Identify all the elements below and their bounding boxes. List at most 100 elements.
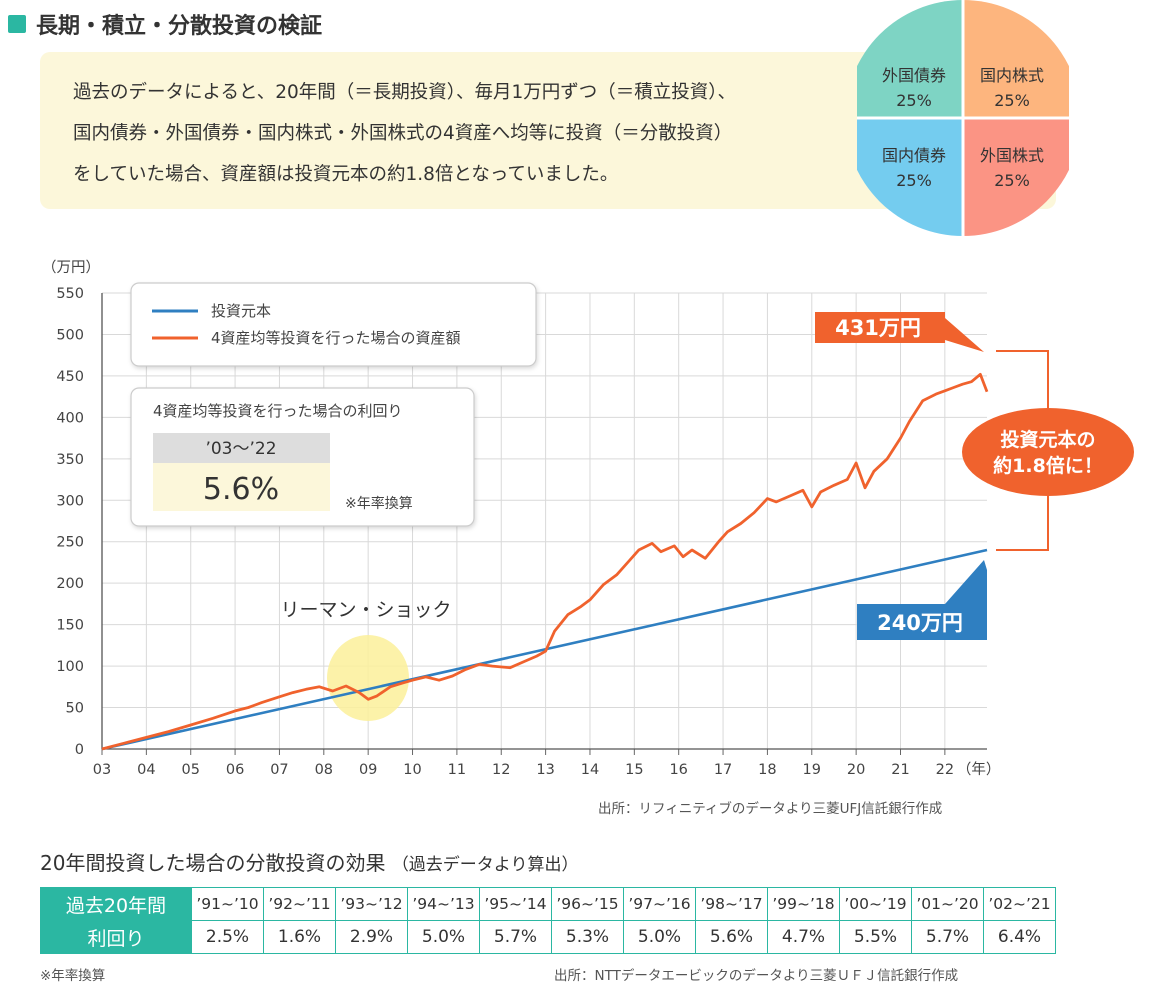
return-value: 5.6% bbox=[203, 472, 279, 507]
legend-box bbox=[130, 282, 537, 367]
table-cell-period: ’92~’11 bbox=[263, 887, 336, 921]
legend-label-asset: 4資産均等投資を行った場合の資産額 bbox=[211, 329, 461, 347]
y-tick-label: 100 bbox=[56, 659, 84, 675]
table-cell-period: ’95~’14 bbox=[479, 887, 552, 921]
return-box-title: 4資産均等投資を行った場合の利回り bbox=[153, 402, 403, 420]
table-cell-period: ’98~’17 bbox=[695, 887, 768, 921]
table-cell-return: 4.7% bbox=[767, 920, 840, 954]
y-tick-label: 400 bbox=[56, 410, 84, 426]
table-source: 出所：NTTデータエービックのデータより三菱ＵＦＪ信託銀行作成 bbox=[554, 968, 959, 984]
pie-value: 25% bbox=[896, 91, 932, 110]
legend-label-principal: 投資元本 bbox=[211, 302, 271, 320]
page-title: 長期・積立・分散投資の検証 bbox=[36, 14, 323, 39]
y-axis-unit: （万円） bbox=[42, 259, 100, 276]
multiplier-bubble bbox=[962, 408, 1134, 496]
y-tick-label: 500 bbox=[56, 327, 84, 343]
x-tick-label: 04 bbox=[137, 762, 155, 778]
x-tick-label: 08 bbox=[315, 762, 333, 778]
x-tick-label: 15 bbox=[625, 762, 643, 778]
table-cell-period: ’99~’18 bbox=[767, 887, 840, 921]
table-title-sub: （過去データより算出） bbox=[391, 855, 579, 875]
table-title: 20年間投資した場合の分散投資の効果 （過去データより算出） bbox=[40, 847, 578, 876]
return-note: ※年率換算 bbox=[345, 495, 413, 512]
table-cell-period: ’96~’15 bbox=[551, 887, 624, 921]
x-tick-label: 19 bbox=[803, 762, 821, 778]
table-cell-return: 2.5% bbox=[191, 920, 264, 954]
pie-label: 外国債券 bbox=[882, 66, 946, 85]
table-cell-period: ’02~’21 bbox=[983, 887, 1056, 921]
pie-label: 国内債券 bbox=[882, 146, 946, 165]
table-cell-return: 5.5% bbox=[839, 920, 912, 954]
table-cell-return: 6.4% bbox=[983, 920, 1056, 954]
pie-slice-domestic-bonds bbox=[857, 118, 963, 236]
x-axis-unit: （年） bbox=[957, 761, 1001, 778]
pie-value: 25% bbox=[994, 171, 1030, 190]
returns-table: 過去20年間 ’91~’10’92~’11’93~’12’94~’13’95~’… bbox=[40, 887, 1056, 954]
row-head-periods: 過去20年間 bbox=[40, 887, 192, 921]
y-tick-label: 300 bbox=[56, 493, 84, 509]
intro-line: 過去のデータによると、20年間（＝長期投資）、毎月1万円ずつ（＝積立投資）、 bbox=[73, 82, 737, 103]
table-cell-return: 5.6% bbox=[695, 920, 768, 954]
table-cell-return: 2.9% bbox=[335, 920, 408, 954]
table-cell-period: ’01~’20 bbox=[911, 887, 984, 921]
x-tick-label: 07 bbox=[270, 762, 288, 778]
intro-line: 国内債券・外国債券・国内株式・外国株式の4資産へ均等に投資（＝分散投資） bbox=[73, 123, 733, 144]
end-asset-callout: 431万円 bbox=[835, 316, 921, 340]
chart-source: 出所：リフィニティブのデータより三菱UFJ信託銀行作成 bbox=[598, 801, 943, 817]
series-line-asset bbox=[101, 372, 989, 751]
end-principal-callout: 240万円 bbox=[877, 611, 963, 635]
x-tick-label: 14 bbox=[581, 762, 599, 778]
allocation-pie: 外国債券 25% 国内株式 25% 国内債券 25% 外国株式 25% bbox=[857, 0, 1069, 236]
table-cell-return: 5.7% bbox=[479, 920, 552, 954]
x-tick-label: 10 bbox=[403, 762, 421, 778]
pie-slice-foreign-stocks bbox=[963, 118, 1069, 236]
intro-line: をしていた場合、資産額は投資元本の約1.8倍となっていました。 bbox=[73, 164, 619, 185]
table-cell-period: ’94~’13 bbox=[407, 887, 480, 921]
y-tick-label: 200 bbox=[56, 576, 84, 592]
x-tick-label: 20 bbox=[847, 762, 865, 778]
y-tick-label: 250 bbox=[56, 535, 84, 551]
y-tick-label: 450 bbox=[56, 369, 84, 385]
x-tick-label: 11 bbox=[448, 762, 466, 778]
return-period-bg bbox=[153, 433, 330, 463]
end-principal-callout-bg bbox=[857, 560, 987, 640]
pie-slice-foreign-bonds bbox=[857, 0, 963, 118]
x-tick-label: 09 bbox=[359, 762, 377, 778]
lehman-label: リーマン・ショック bbox=[280, 599, 451, 621]
title-square-icon bbox=[8, 15, 26, 33]
table-footnote: ※年率換算 bbox=[40, 968, 106, 984]
return-period: ’03～’22 bbox=[205, 439, 276, 459]
x-tick-label: 18 bbox=[758, 762, 776, 778]
x-tick-label: 22 bbox=[936, 762, 954, 778]
y-tick-label: 50 bbox=[66, 701, 84, 717]
table-row-returns: 利回り 2.5% 1.6% 2.9% 5.0% 5.7% 5.3% 5.0% 5.6% 4.7%… bbox=[40, 920, 1056, 954]
pie-value: 25% bbox=[896, 171, 932, 190]
x-tick-label: 21 bbox=[891, 762, 909, 778]
multiplier-line1: 投資元本の bbox=[1000, 428, 1095, 451]
y-tick-label: 350 bbox=[56, 452, 84, 468]
x-tick-label: 16 bbox=[669, 762, 687, 778]
table-cell-return: 5.0% bbox=[623, 920, 696, 954]
table-cell-period: ’91~’10 bbox=[191, 887, 264, 921]
intro-text: 過去のデータによると、20年間（＝長期投資）、毎月1万円ずつ（＝積立投資）、 国… bbox=[73, 72, 736, 195]
page-header: 長期・積立・分散投資の検証 bbox=[8, 8, 322, 40]
y-tick-label: 0 bbox=[75, 742, 84, 758]
x-tick-label: 13 bbox=[536, 762, 554, 778]
multiplier-line2: 約1.8倍に！ bbox=[993, 454, 1103, 477]
return-value-bg bbox=[153, 463, 330, 511]
table-cell-period: ’00~’19 bbox=[839, 887, 912, 921]
table-cell-return: 5.7% bbox=[911, 920, 984, 954]
row-head-returns: 利回り bbox=[40, 920, 192, 954]
table-cell-return: 5.0% bbox=[407, 920, 480, 954]
series-line-principal bbox=[101, 548, 988, 751]
pie-value: 25% bbox=[994, 91, 1030, 110]
pie-slice-domestic-stocks bbox=[963, 0, 1069, 118]
table-cell-period: ’93~’12 bbox=[335, 887, 408, 921]
lehman-highlight bbox=[327, 635, 409, 721]
y-tick-label: 150 bbox=[56, 618, 84, 634]
x-tick-label: 05 bbox=[181, 762, 199, 778]
table-cell-period: ’97~’16 bbox=[623, 887, 696, 921]
x-tick-label: 12 bbox=[492, 762, 510, 778]
y-tick-label: 550 bbox=[56, 286, 84, 302]
